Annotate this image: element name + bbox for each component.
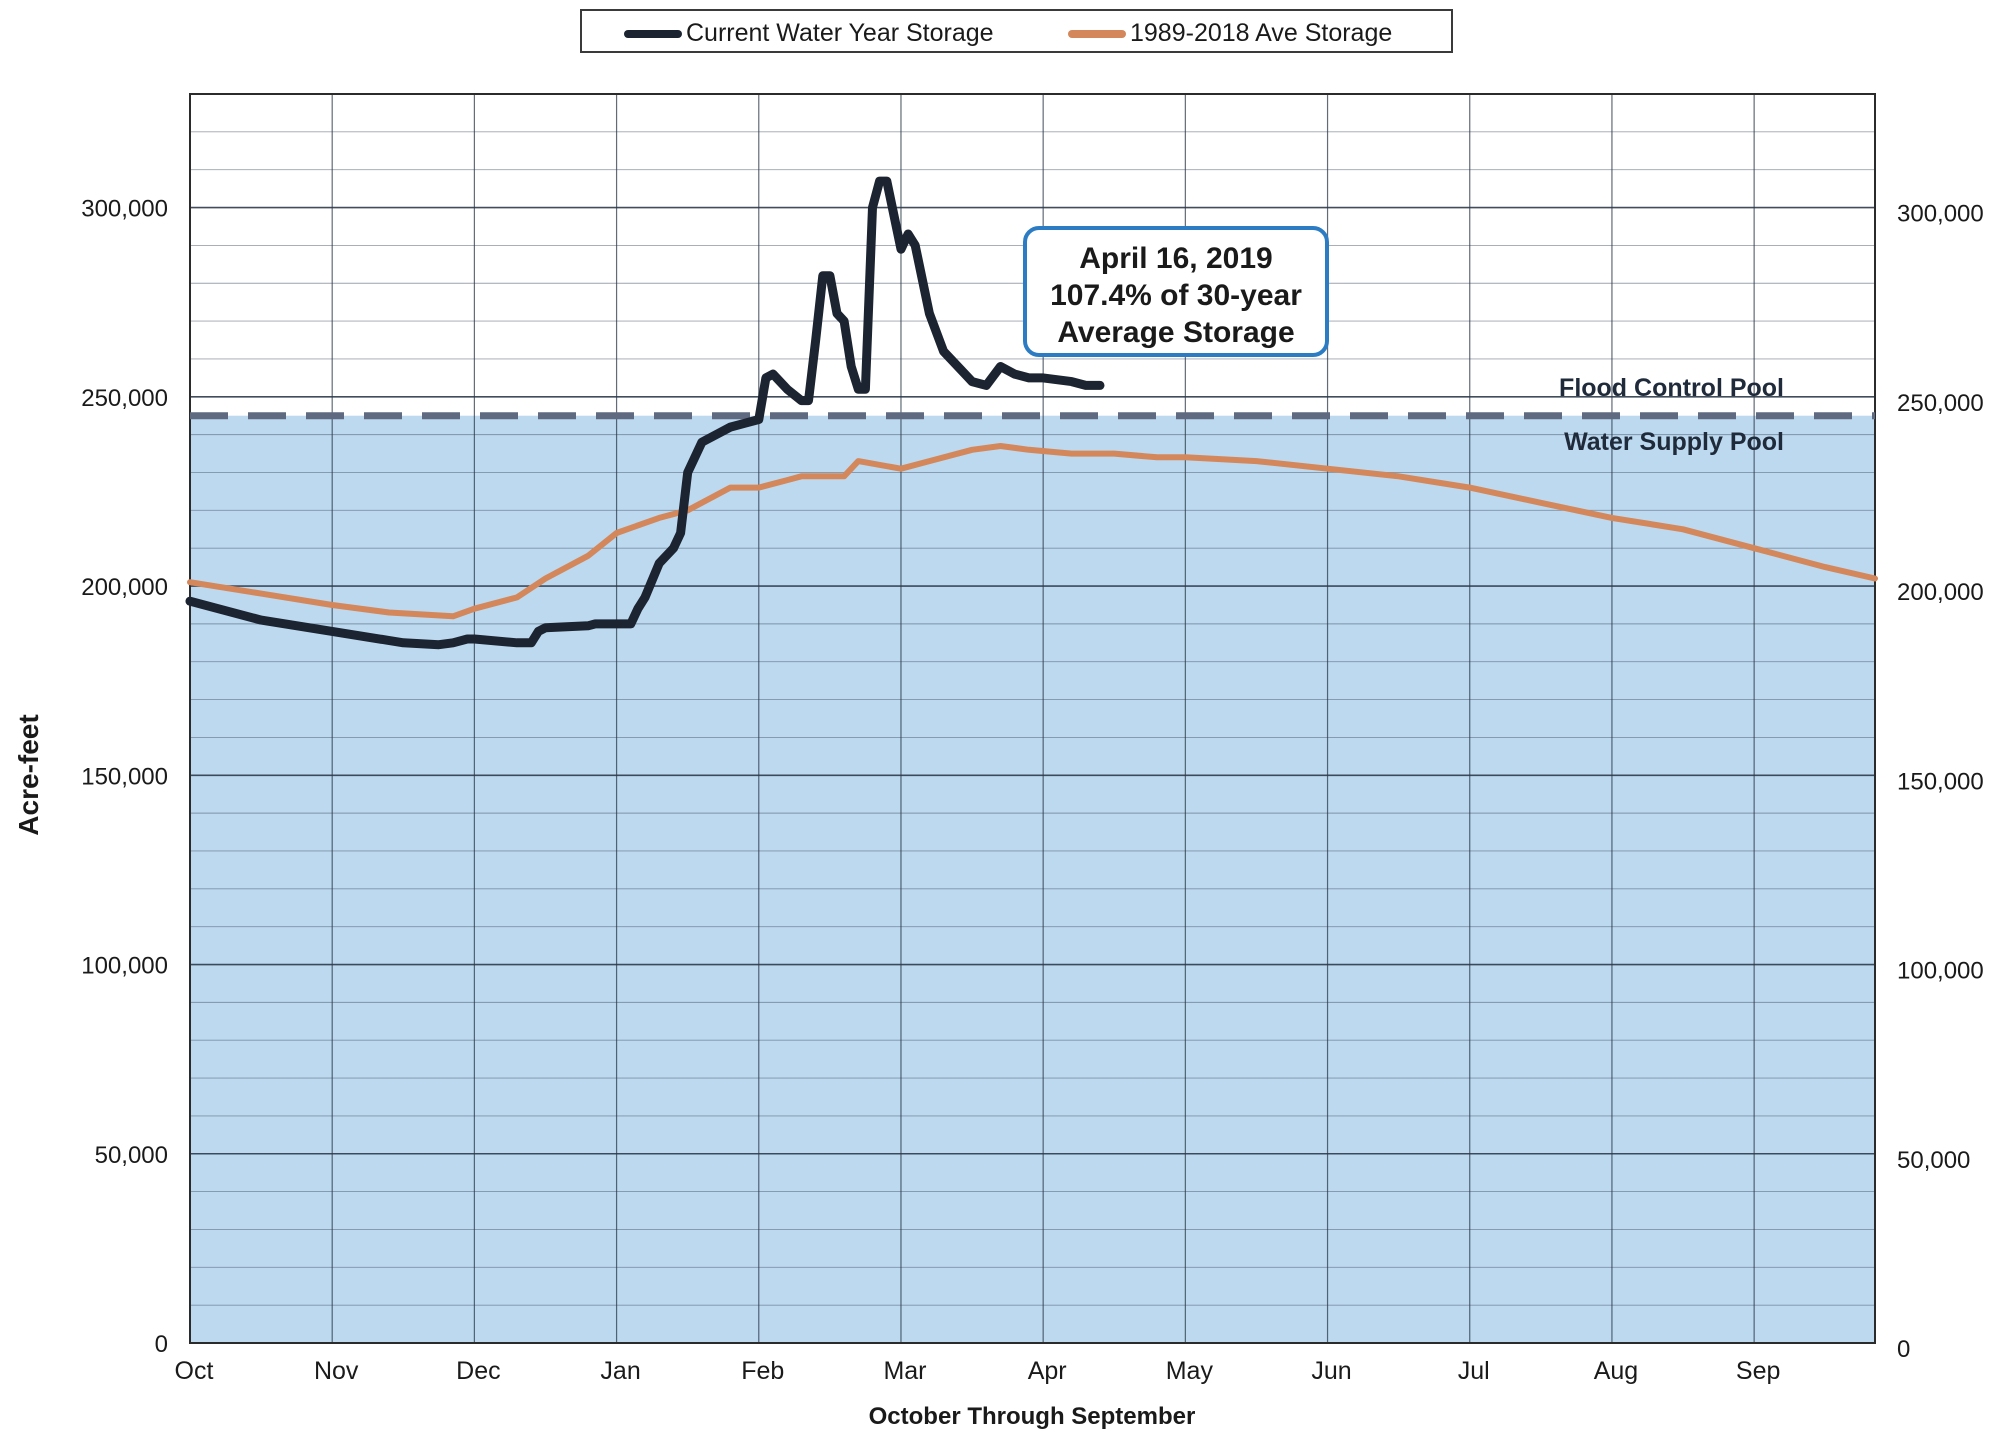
- legend: Current Water Year Storage 1989-2018 Ave…: [580, 9, 1453, 53]
- legend-label-average: 1989-2018 Ave Storage: [1130, 19, 1393, 47]
- x-tick-label: Oct: [175, 1357, 214, 1385]
- y-tick-label-right: 300,000: [1897, 201, 1984, 228]
- annotation-line-1: April 16, 2019: [1079, 242, 1272, 275]
- annotation-box: [1023, 226, 1329, 357]
- y-tick-label-right: 200,000: [1897, 579, 1984, 606]
- plot-border: [189, 93, 1876, 1344]
- y-axis-title: Acre-feet: [13, 714, 44, 835]
- x-tick-label: Jun: [1311, 1357, 1351, 1385]
- x-tick-label: Nov: [314, 1357, 359, 1385]
- y-tick-label-right: 250,000: [1897, 390, 1984, 417]
- x-tick-label: May: [1166, 1357, 1214, 1385]
- y-tick-label-right: 150,000: [1897, 768, 1984, 795]
- y-tick-label-left: 0: [155, 1331, 168, 1358]
- legend-item-current: Current Water Year Storage: [624, 19, 994, 48]
- x-tick-label: Feb: [741, 1357, 784, 1385]
- y-tick-label-left: 200,000: [81, 574, 168, 601]
- series-line-average-storage: [187, 443, 1878, 620]
- x-tick-label: Jul: [1458, 1357, 1490, 1385]
- y-tick-label-left: 100,000: [81, 953, 168, 980]
- x-tick-label: Jan: [600, 1357, 640, 1385]
- y-tick-label-right: 100,000: [1897, 958, 1984, 985]
- annotation-line-3: Average Storage: [1057, 316, 1294, 349]
- x-tick-label: Mar: [883, 1357, 926, 1385]
- flood-control-pool-label: Flood Control Pool: [1559, 374, 1784, 402]
- y-tick-label-left: 300,000: [81, 196, 168, 223]
- axis-ticks: 0 0 50,000 50,000 100,000 100,000 150,000 150,0…: [81, 196, 1984, 1385]
- x-tick-label: Dec: [456, 1357, 500, 1385]
- legend-swatch-current: [624, 29, 682, 38]
- x-axis-title: October Through September: [869, 1403, 1196, 1430]
- legend-label-current: Current Water Year Storage: [686, 19, 994, 47]
- y-tick-label-right: 50,000: [1897, 1147, 1970, 1174]
- y-tick-label-left: 50,000: [95, 1142, 168, 1169]
- y-tick-label-left: 150,000: [81, 763, 168, 790]
- annotation-callout: April 16, 2019 107.4% of 30-year Average…: [1023, 226, 1329, 357]
- water-supply-pool-fill: [190, 415, 1875, 1343]
- legend-item-average: 1989-2018 Ave Storage: [1068, 19, 1392, 48]
- x-tick-label: Apr: [1028, 1357, 1067, 1385]
- x-tick-label: Sep: [1736, 1357, 1780, 1385]
- series-line-current-storage: [185, 176, 1105, 650]
- y-tick-label-left: 250,000: [81, 385, 168, 412]
- water-supply-pool-label: Water Supply Pool: [1564, 428, 1784, 456]
- series-lines: [185, 176, 1878, 650]
- x-tick-label: Aug: [1594, 1357, 1638, 1385]
- annotation-line-2: 107.4% of 30-year: [1050, 279, 1302, 312]
- y-tick-label-right: 0: [1897, 1336, 1910, 1363]
- legend-swatch-average: [1068, 29, 1126, 38]
